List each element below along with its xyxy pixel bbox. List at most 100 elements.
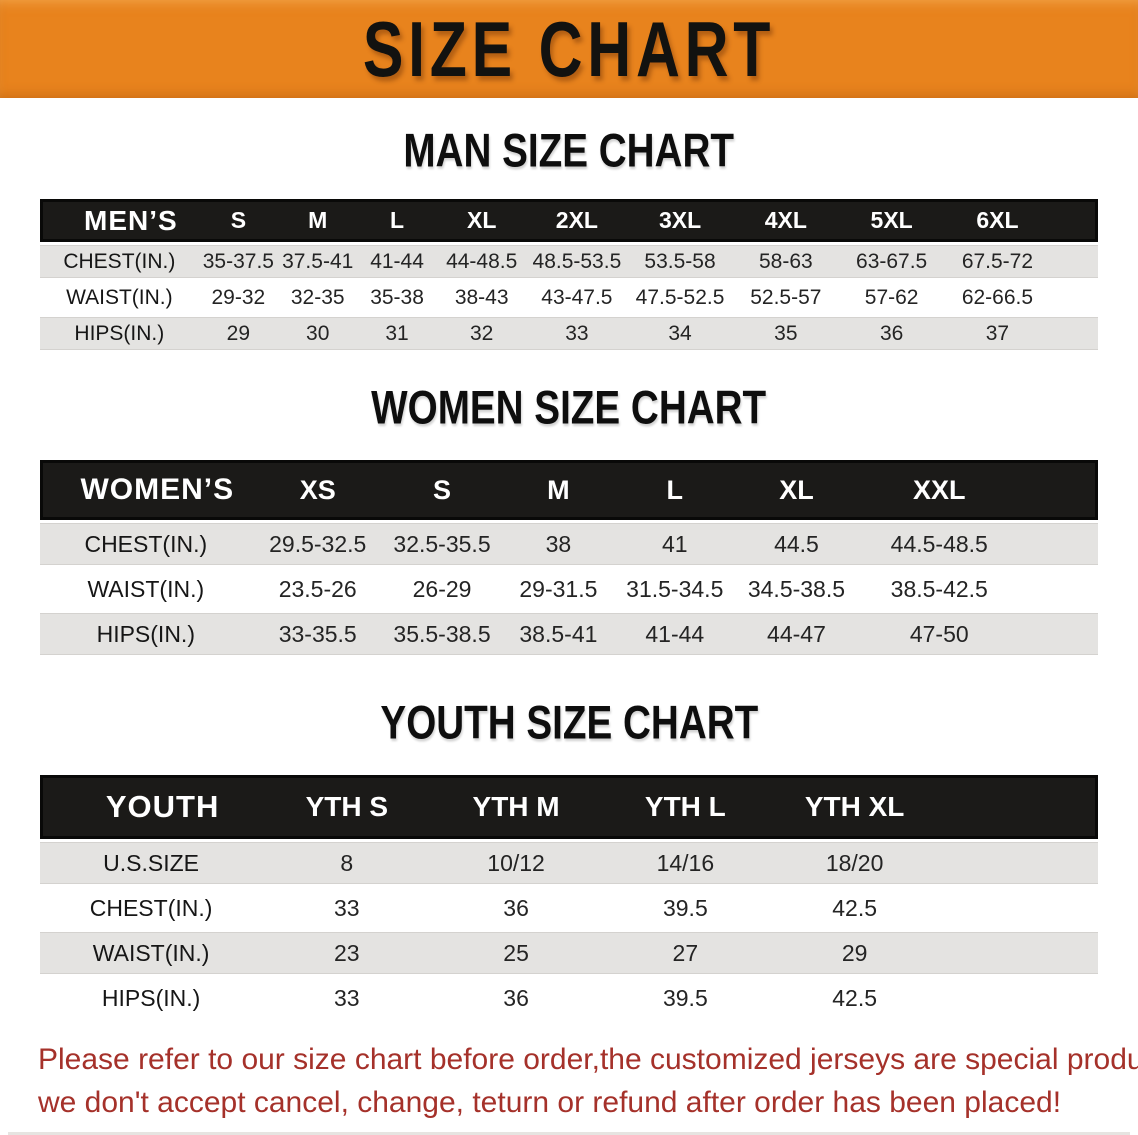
size-cell: 32.5-35.5 [383,523,501,565]
column-header: 6XL [944,199,1051,242]
women-header-row: WOMEN’S XS S M L XL XXL [40,460,1098,520]
spacer-cell [939,887,1098,929]
table-row: U.S.SIZE 8 10/12 14/16 18/20 [40,842,1098,884]
table-row: CHEST(IN.) 33 36 39.5 42.5 [40,887,1098,929]
column-header: YTH L [600,775,770,839]
column-header: 2XL [526,199,628,242]
youth-section: YOUTH SIZE CHART YOUTH YTH S YTH M YTH L… [0,696,1138,1022]
column-header: YTH XL [769,775,940,839]
size-cell: 39.5 [662,984,708,1011]
column-header: YTH M [431,775,601,839]
size-cell: 36 [503,984,529,1011]
size-cell: 35-37.5 [198,245,279,278]
size-cell: 36 [838,317,945,350]
size-cell: 38-43 [454,285,509,309]
page-title: SIZE CHART [362,5,776,93]
table-row: WAIST(IN.) 23 25 27 29 [40,932,1098,974]
size-cell: 34.5-38.5 [747,575,846,602]
banner: SIZE CHART [0,0,1138,98]
spacer-cell [1019,568,1098,610]
size-cell: 23.5-26 [278,575,357,602]
size-cell: 38.5-42.5 [890,575,988,602]
spacer-cell [939,842,1098,884]
size-cell: 33 [334,984,360,1011]
spacer-cell [1018,523,1098,565]
size-cell: 44-48.5 [436,245,527,278]
size-cell: 36 [503,894,529,921]
column-header: M [278,199,358,242]
size-cell: 44-47 [732,613,860,655]
size-cell: 63-67.5 [838,245,945,278]
column-header: XXL [859,460,1019,520]
spacer-cell [1050,317,1098,350]
youth-size-table: YOUTH YTH S YTH M YTH L YTH XL U.S.SIZE … [40,772,1098,1022]
size-cell: 14/16 [600,842,770,884]
table-row: WAIST(IN.) 29-32 32-35 35-38 38-43 43-47… [40,281,1098,314]
column-header: 3XL [627,199,733,242]
size-cell: 29.5-32.5 [251,523,384,565]
men-size-table: MEN’S S M L XL 2XL 3XL 4XL 5XL 6XL CHEST… [40,196,1098,353]
table-row: HIPS(IN.) 29 30 31 32 33 34 35 36 37 [40,317,1098,350]
women-section: WOMEN SIZE CHART WOMEN’S XS S M L XL XXL… [0,381,1138,658]
column-header: XL [436,199,527,242]
table-row: CHEST(IN.) 29.5-32.5 32.5-35.5 38 41 44.… [40,523,1098,565]
size-cell: 31 [357,317,437,350]
row-label: WAIST(IN.) [66,285,173,309]
spacer-cell [939,932,1098,974]
size-cell: 58-63 [732,245,839,278]
column-header: XS [251,460,384,520]
size-cell: 18/20 [769,842,940,884]
column-header: YTH S [262,775,432,839]
row-label: WAIST(IN.) [40,932,263,974]
men-header-row: MEN’S S M L XL 2XL 3XL 4XL 5XL 6XL [40,199,1098,242]
row-label: HIPS(IN.) [40,317,199,350]
women-size-table: WOMEN’S XS S M L XL XXL CHEST(IN.) 29.5-… [40,457,1098,658]
size-cell: 57-62 [864,285,919,309]
spacer-cell [1050,199,1098,242]
size-cell: 29 [769,932,940,974]
size-cell: 38.5-41 [500,613,617,655]
row-label: CHEST(IN.) [40,523,252,565]
size-cell: 43-47.5 [541,285,613,309]
disclaimer-line-2: we don't accept cancel, change, teturn o… [38,1086,1062,1119]
column-header: S [383,460,501,520]
spacer-cell [1018,460,1098,520]
size-cell: 44.5 [732,523,860,565]
size-cell: 53.5-58 [627,245,733,278]
size-cell: 33-35.5 [251,613,384,655]
row-label: U.S.SIZE [40,842,263,884]
size-cell: 31.5-34.5 [626,575,724,602]
size-cell: 41-44 [616,613,733,655]
row-label: HIPS(IN.) [101,984,201,1011]
table-row: HIPS(IN.) 33 36 39.5 42.5 [40,977,1098,1019]
spacer-cell [1050,245,1098,278]
size-cell: 37 [944,317,1051,350]
size-cell: 41-44 [357,245,437,278]
column-header: 4XL [732,199,839,242]
size-cell: 29-32 [211,285,266,309]
column-header: S [198,199,279,242]
size-cell: 32-35 [290,285,345,309]
size-cell: 34 [627,317,733,350]
size-cell: 35 [732,317,839,350]
size-cell: 47.5-52.5 [635,285,725,309]
youth-header-row: YOUTH YTH S YTH M YTH L YTH XL [40,775,1098,839]
spacer-cell [1018,613,1098,655]
spacer-cell [1050,281,1098,314]
table-row: WAIST(IN.) 23.5-26 26-29 29-31.5 31.5-34… [40,568,1098,610]
size-cell: 33 [334,894,360,921]
size-cell: 67.5-72 [944,245,1051,278]
women-section-heading: WOMEN SIZE CHART [371,381,767,434]
size-cell: 10/12 [431,842,601,884]
size-cell: 38 [500,523,617,565]
table-row: HIPS(IN.) 33-35.5 35.5-38.5 38.5-41 41-4… [40,613,1098,655]
table-row: CHEST(IN.) 35-37.5 37.5-41 41-44 44-48.5… [40,245,1098,278]
column-header: 5XL [838,199,945,242]
size-cell: 25 [431,932,601,974]
size-cell: 62-66.5 [961,285,1034,309]
column-header: XL [732,460,860,520]
men-section: MAN SIZE CHART MEN’S S M L XL 2XL 3XL 4X… [0,124,1138,353]
column-header: L [616,460,733,520]
column-header: L [357,199,437,242]
size-cell: 32 [436,317,527,350]
